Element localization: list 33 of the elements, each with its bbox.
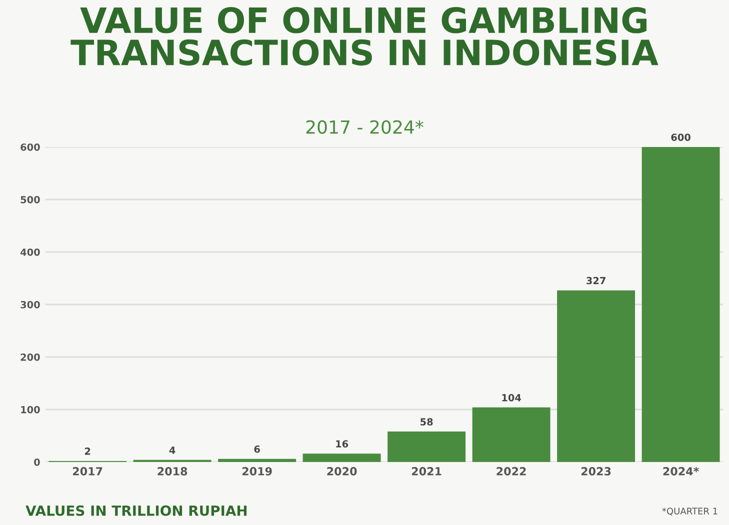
data-label: 4 bbox=[169, 446, 176, 454]
bar bbox=[472, 407, 550, 462]
x-tick-label: 2017 bbox=[72, 467, 102, 476]
y-tick-label: 100 bbox=[21, 406, 40, 414]
chart-subtitle: 2017 - 2024* bbox=[306, 120, 424, 134]
y-tick-label: 200 bbox=[20, 353, 40, 361]
x-tick-label: 2020 bbox=[327, 467, 357, 476]
data-label: 6 bbox=[254, 445, 260, 453]
data-label: 2 bbox=[84, 448, 90, 455]
x-tick-label: 2023 bbox=[581, 467, 611, 476]
bar bbox=[642, 147, 720, 462]
x-tick-label: 2021 bbox=[412, 467, 442, 476]
y-tick-label: 0 bbox=[34, 458, 40, 466]
x-tick-label: 2019 bbox=[242, 467, 272, 476]
chart-title: VALUE OF ONLINE GAMBLING TRANSACTIONS IN INDONESIA bbox=[70, 7, 658, 66]
x-tick-label: 2022 bbox=[496, 467, 526, 476]
text: VALUES IN TRILLION RUPIAH bbox=[26, 505, 247, 516]
bar bbox=[218, 458, 296, 462]
data-label: 327 bbox=[586, 276, 606, 284]
data-label: 600 bbox=[671, 134, 690, 141]
data-label: 16 bbox=[336, 440, 348, 448]
x-tick-label: 2018 bbox=[158, 467, 188, 476]
y-tick-label: 300 bbox=[20, 300, 40, 308]
bar bbox=[557, 290, 636, 462]
bar bbox=[388, 432, 466, 462]
y-tick-label: 500 bbox=[20, 196, 40, 204]
x-tick-label: 2024* bbox=[663, 467, 699, 476]
y-tick-label: 600 bbox=[20, 143, 40, 151]
bar bbox=[302, 454, 381, 462]
y-tick-label: 400 bbox=[20, 248, 40, 256]
text: *QUARTER 1 bbox=[662, 508, 718, 516]
data-label: 104 bbox=[502, 394, 522, 402]
data-label: 58 bbox=[420, 418, 433, 426]
